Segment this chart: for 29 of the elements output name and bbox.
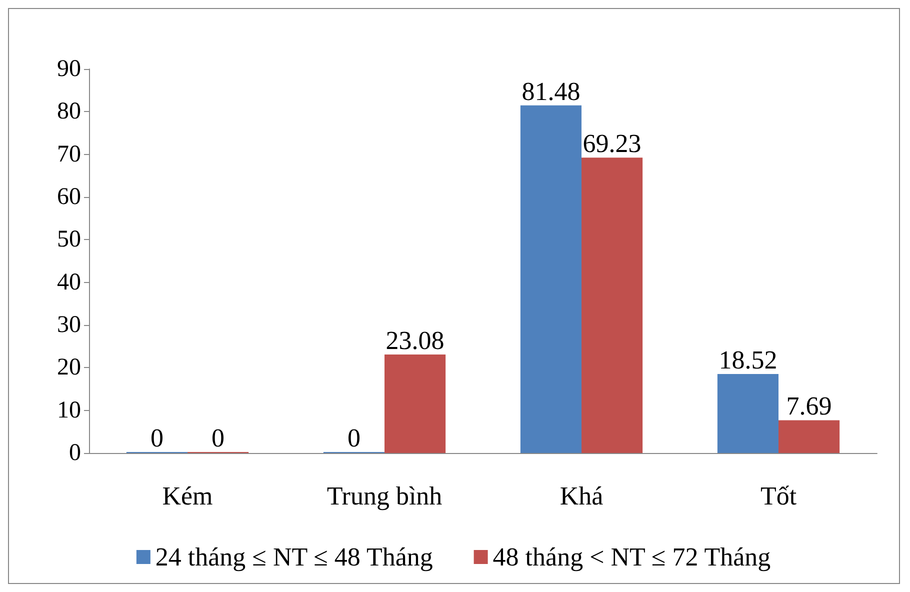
y-tick-label: 60 bbox=[57, 184, 81, 210]
data-label: 23.08 bbox=[386, 326, 444, 356]
bar bbox=[778, 420, 840, 453]
x-tick-label: Tốt bbox=[760, 482, 798, 510]
data-label: 0 bbox=[150, 424, 164, 452]
y-tick-label: 20 bbox=[57, 354, 81, 381]
data-label: 18.52 bbox=[718, 345, 778, 374]
data-label: 0 bbox=[347, 424, 360, 452]
bar bbox=[520, 105, 582, 453]
data-label: 69.23 bbox=[582, 129, 642, 158]
y-tick-label: 90 bbox=[57, 56, 81, 82]
bar bbox=[717, 374, 778, 453]
y-tick-label: 50 bbox=[57, 226, 81, 253]
y-tick-label: 10 bbox=[57, 397, 81, 424]
x-tick-label: Kém bbox=[162, 482, 213, 510]
y-tick-label: 0 bbox=[69, 440, 81, 466]
x-tick-label: Khá bbox=[560, 482, 604, 510]
legend-label: 24 tháng ≤ NT ≤ 48 Tháng bbox=[155, 542, 433, 572]
data-label: 81.48 bbox=[522, 76, 580, 106]
y-tick-label: 30 bbox=[57, 312, 81, 338]
bar bbox=[384, 354, 446, 453]
y-tick-label: 40 bbox=[57, 269, 81, 296]
data-label: 7.69 bbox=[786, 392, 832, 421]
y-tick-label: 80 bbox=[57, 98, 81, 125]
y-tick-label: 70 bbox=[57, 141, 81, 168]
legend-label: 48 tháng < NT ≤ 72 Tháng bbox=[492, 542, 771, 572]
data-label: 0 bbox=[212, 424, 225, 452]
x-tick-label: Trung bình bbox=[326, 482, 442, 510]
bar bbox=[582, 158, 643, 453]
